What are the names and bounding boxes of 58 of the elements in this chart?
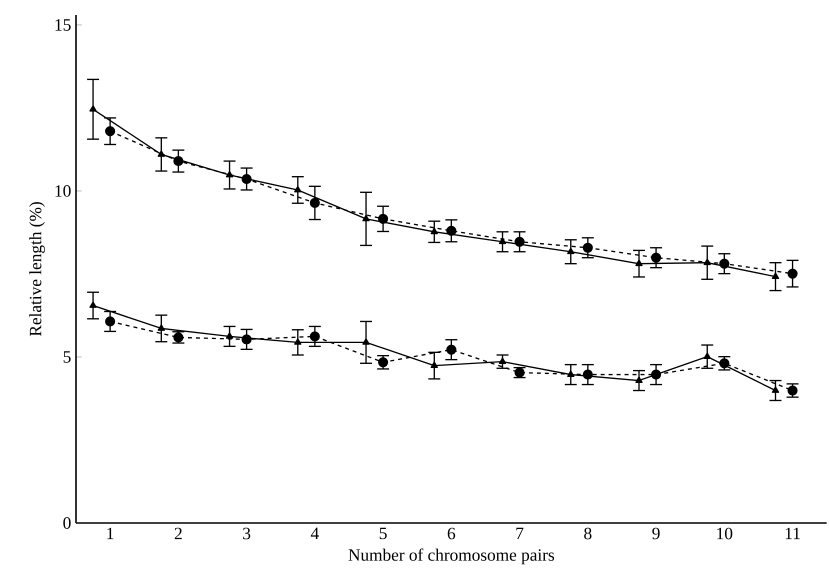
point — [89, 105, 97, 112]
point — [446, 344, 456, 355]
point — [226, 332, 234, 339]
y-tick-label: 15 — [56, 19, 71, 31]
x-tick-label: 11 — [786, 528, 800, 540]
point — [582, 242, 593, 253]
x-tick-label: 4 — [310, 528, 319, 540]
x-axis-title: Number of chromosome pairs — [348, 548, 554, 564]
x-tick-label: 8 — [584, 528, 592, 540]
point — [242, 334, 252, 344]
y-tick-label: 5 — [64, 351, 71, 363]
point — [635, 260, 643, 266]
point — [294, 186, 302, 192]
point — [498, 238, 506, 244]
x-tick-label: 9 — [652, 528, 660, 540]
point — [310, 198, 320, 208]
point — [719, 258, 730, 269]
point — [430, 228, 438, 234]
point — [719, 358, 730, 368]
point — [242, 174, 252, 184]
y-axis-title: Relative length (%) — [29, 202, 45, 336]
x-tick-label: 5 — [380, 528, 387, 540]
x-tick-label: 2 — [174, 528, 182, 540]
point — [430, 362, 438, 368]
point — [105, 126, 116, 136]
point — [158, 150, 165, 157]
point — [362, 338, 370, 345]
point — [567, 370, 574, 377]
point — [772, 272, 780, 280]
point — [89, 301, 97, 308]
y-tick-label: 0 — [63, 517, 71, 529]
point — [704, 258, 711, 266]
point — [704, 352, 711, 360]
point — [567, 248, 574, 254]
x-tick-label: 6 — [448, 528, 456, 540]
point — [651, 252, 662, 263]
point — [158, 324, 165, 331]
point — [498, 358, 506, 364]
point — [378, 214, 388, 224]
point — [310, 331, 320, 342]
y-tick-label: 10 — [56, 185, 71, 197]
x-tick-label: 3 — [243, 528, 250, 540]
point — [788, 268, 798, 279]
point — [294, 338, 302, 345]
point — [173, 156, 184, 166]
point — [651, 370, 662, 380]
point — [446, 226, 456, 236]
x-tick-label: 10 — [717, 528, 732, 540]
point — [582, 370, 593, 380]
point — [378, 357, 388, 368]
x-tick-label: 1 — [107, 528, 114, 540]
point — [105, 316, 116, 327]
point — [772, 386, 780, 393]
point — [514, 236, 525, 247]
x-tick-label: 7 — [516, 528, 524, 539]
point — [362, 214, 370, 222]
point — [635, 376, 643, 383]
point — [226, 170, 234, 178]
